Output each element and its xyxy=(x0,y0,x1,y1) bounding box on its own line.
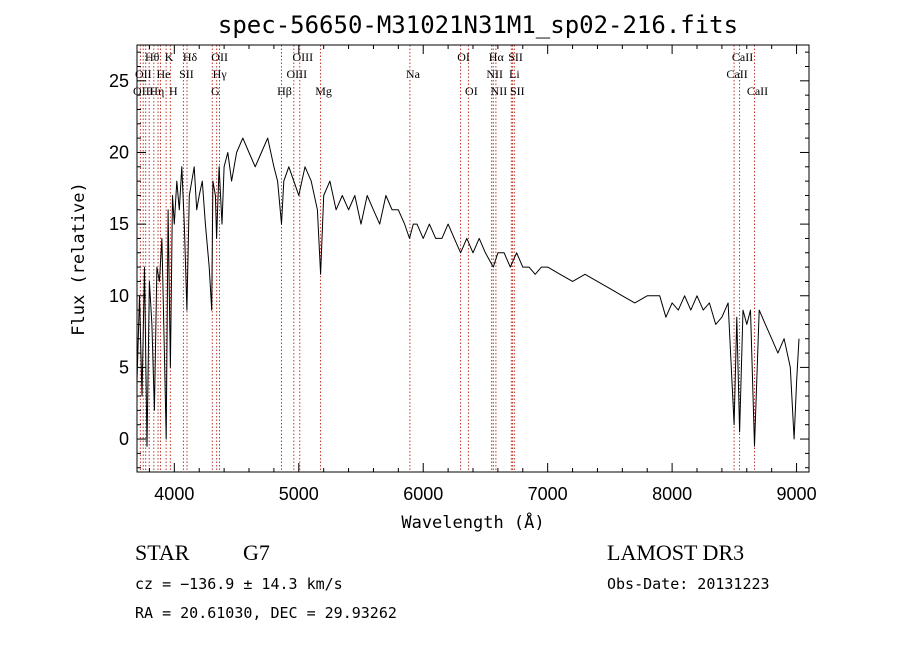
marker-label-21: G xyxy=(211,84,220,98)
marker-label-27: CaII xyxy=(747,84,768,98)
marker-label-1: K xyxy=(165,50,174,64)
observation-date: Obs-Date: 20131223 xyxy=(607,575,770,593)
x-axis-label: Wavelength (Å) xyxy=(401,511,544,533)
marker-label-26: SII xyxy=(510,84,525,98)
marker-label-18: OIII xyxy=(133,84,154,98)
y-tick-label-5: 25 xyxy=(109,71,129,91)
marker-label-24: OI xyxy=(465,84,478,98)
marker-label-6: OI xyxy=(457,50,470,64)
marker-label-8: SII xyxy=(508,50,523,64)
marker-lines-group xyxy=(139,45,755,472)
axis-ticks-group: 4000 5000 6000 7000 8000 9000 0 5 10 15 20 25 xyxy=(109,45,817,504)
y-tick-label-2: 10 xyxy=(109,286,129,306)
marker-label-16: Li xyxy=(509,67,520,81)
marker-label-0: Hθ xyxy=(145,50,160,64)
ra-dec-coordinates: RA = 20.61030, DEC = 29.93262 xyxy=(135,604,397,622)
y-tick-label-4: 20 xyxy=(109,142,129,162)
marker-label-4: OIII xyxy=(292,50,313,64)
marker-label-2: Hδ xyxy=(183,50,198,64)
marker-label-3: OII xyxy=(211,50,228,64)
redshift-velocity: cz = −136.9 ± 14.3 km/s xyxy=(135,575,343,593)
y-tick-label-3: 15 xyxy=(109,214,129,234)
spectrum-series-group xyxy=(136,137,800,447)
y-tick-label-1: 5 xyxy=(119,357,129,377)
marker-label-20: H xyxy=(169,84,178,98)
x-tick-label-5: 9000 xyxy=(777,484,817,504)
y-axis-label: Flux (relative) xyxy=(69,182,89,336)
y-tick-label-0: 0 xyxy=(119,429,129,449)
object-subclass: G7 xyxy=(243,540,270,565)
marker-label-7: Hα xyxy=(489,50,505,64)
marker-label-25: NII xyxy=(491,84,508,98)
marker-label-22: Hβ xyxy=(277,84,292,98)
survey-name: LAMOST DR3 xyxy=(607,540,744,565)
x-tick-label-2: 6000 xyxy=(403,484,443,504)
plot-frame xyxy=(136,44,810,473)
marker-label-14: OIII xyxy=(286,67,307,81)
marker-label-19: Hη xyxy=(149,84,164,98)
chart-title: spec-56650-M31021N31M1_sp02-216.fits xyxy=(218,11,738,39)
x-tick-label-3: 7000 xyxy=(528,484,568,504)
x-tick-label-1: 5000 xyxy=(279,484,319,504)
marker-label-9: CaII xyxy=(732,50,753,64)
object-class: STAR xyxy=(135,540,190,565)
x-tick-label-0: 4000 xyxy=(154,484,194,504)
marker-label-13: Hγ xyxy=(213,67,228,81)
marker-label-11: He xyxy=(157,67,171,81)
spectrum-line-0 xyxy=(136,137,800,447)
marker-label-17: CaII xyxy=(726,67,747,81)
marker-label-15: NII xyxy=(486,67,503,81)
marker-label-5: Na xyxy=(406,67,421,81)
marker-label-10: OII xyxy=(135,67,152,81)
x-tick-label-4: 8000 xyxy=(652,484,692,504)
marker-label-23: Mg xyxy=(315,84,332,98)
marker-label-12: SII xyxy=(179,67,194,81)
